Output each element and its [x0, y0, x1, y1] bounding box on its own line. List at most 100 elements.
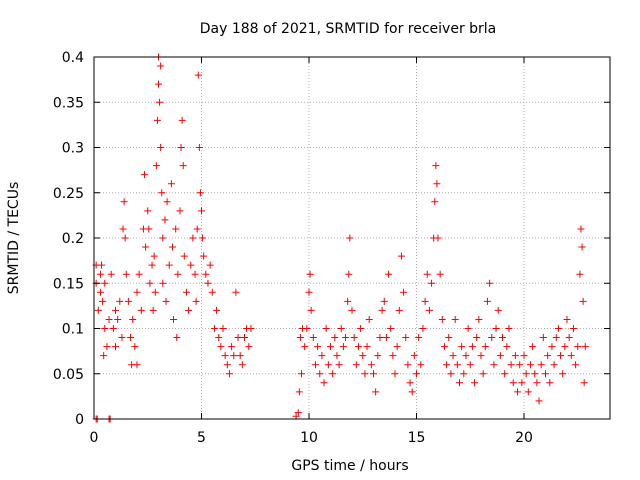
data-point [124, 297, 132, 305]
y-tick-label: 0.05 [53, 367, 84, 383]
data-point [567, 352, 575, 360]
data-point [408, 388, 416, 396]
data-point [421, 297, 429, 305]
data-point [483, 297, 491, 305]
data-point [342, 334, 350, 342]
data-point [127, 334, 135, 342]
data-point [195, 144, 203, 151]
data-point [101, 279, 109, 287]
data-point [196, 189, 204, 197]
data-point [460, 370, 468, 378]
data-point [122, 270, 130, 278]
data-point [458, 343, 466, 351]
data-point [352, 361, 360, 369]
data-point [133, 288, 141, 296]
data-point [301, 343, 309, 351]
data-point [120, 198, 128, 206]
data-point [150, 252, 158, 260]
data-point [365, 315, 373, 323]
y-tick-label: 0.2 [62, 231, 84, 247]
data-point [535, 397, 543, 405]
data-point [159, 279, 167, 287]
data-point [385, 270, 393, 278]
data-point [199, 234, 207, 242]
data-point [433, 180, 441, 188]
data-point [481, 343, 489, 351]
data-point [107, 270, 115, 278]
data-point [316, 370, 324, 378]
data-point [374, 352, 382, 360]
data-point [440, 343, 448, 351]
data-point [155, 80, 162, 88]
data-point [225, 370, 233, 378]
y-tick-label: 0.15 [53, 276, 84, 292]
chart-title: Day 188 of 2021, SRMTID for receiver brl… [200, 21, 497, 37]
data-point [234, 334, 242, 342]
data-point [518, 379, 526, 387]
data-point [576, 270, 584, 278]
data-point [129, 315, 137, 323]
data-point [215, 334, 223, 342]
data-point [451, 315, 459, 323]
data-point [193, 225, 201, 233]
x-tick-label: 5 [197, 430, 206, 446]
data-point [348, 306, 356, 314]
x-axis-label: GPS time / hours [291, 458, 408, 474]
data-point [133, 361, 141, 369]
data-point [361, 370, 369, 378]
data-point [554, 325, 562, 332]
data-point [563, 315, 571, 323]
data-point [116, 297, 124, 305]
data-point [400, 288, 408, 296]
data-point [359, 352, 367, 360]
data-point [537, 361, 545, 369]
data-point [438, 315, 446, 323]
data-point [98, 261, 106, 269]
data-point [194, 71, 202, 79]
data-point [174, 270, 182, 278]
data-point [431, 198, 439, 206]
data-point [204, 279, 212, 287]
data-point [118, 334, 126, 342]
data-point [357, 325, 365, 332]
data-point [99, 297, 107, 305]
data-point [456, 379, 463, 387]
data-point [151, 288, 159, 296]
data-point [505, 325, 513, 332]
x-tick-label: 15 [408, 430, 426, 446]
data-point [141, 171, 149, 179]
data-point [516, 361, 524, 369]
data-point [173, 334, 181, 342]
data-point [449, 352, 457, 360]
data-point [579, 297, 587, 305]
data-point [473, 334, 481, 342]
data-point [376, 334, 384, 342]
data-point [397, 252, 405, 260]
data-point [311, 361, 319, 369]
data-point [370, 370, 377, 378]
data-point [479, 370, 487, 378]
data-point [464, 325, 472, 332]
data-point [345, 270, 353, 278]
data-point [428, 279, 436, 287]
data-point [496, 352, 504, 360]
data-point [533, 379, 541, 387]
data-points [92, 53, 589, 423]
data-point [494, 306, 502, 314]
data-point [307, 306, 315, 314]
data-point [524, 388, 532, 396]
data-point [100, 352, 108, 360]
data-point [559, 370, 567, 378]
data-point [552, 334, 560, 342]
data-point [320, 379, 328, 387]
data-point [96, 288, 104, 296]
data-point [492, 325, 500, 332]
data-point [572, 361, 580, 369]
data-point [387, 325, 395, 332]
data-point [295, 388, 303, 396]
data-point [509, 379, 517, 387]
data-point [200, 252, 208, 260]
data-point [189, 234, 197, 242]
data-point [402, 334, 410, 342]
data-point [462, 352, 470, 360]
